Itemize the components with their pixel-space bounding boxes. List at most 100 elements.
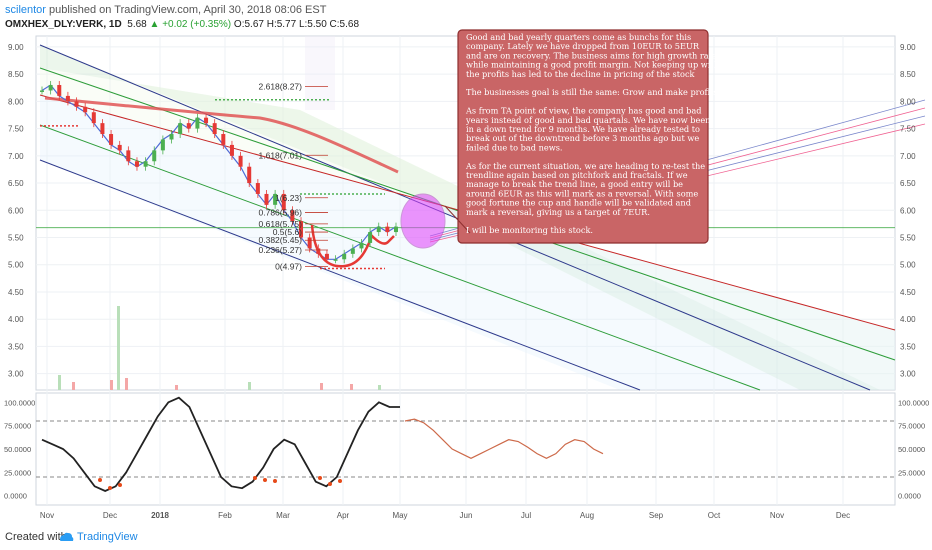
annotation-line: good fortune the cup and handle will be … (466, 198, 691, 208)
candle-body (91, 112, 96, 124)
y-tick-label-left: 3.00 (8, 370, 24, 379)
candle-body (307, 237, 312, 249)
candle-body (316, 248, 321, 254)
y-tick-label-right: 3.50 (900, 342, 916, 351)
volume-bar (175, 385, 178, 390)
x-tick-label: May (392, 511, 407, 520)
publish-info: published on TradingView.com, April 30, … (49, 4, 327, 16)
y-tick-label-right: 7.00 (900, 152, 916, 161)
oversold-marker (98, 478, 102, 482)
candle-body (134, 161, 139, 167)
volume-bar (125, 378, 128, 390)
candle-body (221, 134, 226, 145)
y-tick-label-left: 3.50 (8, 342, 24, 351)
candle-body (376, 226, 381, 233)
fib-level-label: 0.786(5.96) (259, 207, 303, 217)
candle-body (186, 123, 191, 129)
annotation-line: I will be monitoring this stock. (466, 225, 593, 235)
x-tick-label: 2018 (151, 511, 169, 520)
candle-body (238, 155, 243, 167)
x-tick-label: Jun (460, 511, 473, 520)
annotation-line: failed due to bad news. (466, 142, 563, 152)
candle-body (299, 221, 304, 238)
volume-bar (248, 382, 251, 390)
x-tick-label: Mar (276, 511, 290, 520)
candle-body (342, 253, 347, 260)
volume-bar (117, 306, 120, 390)
y-tick-label-right: 8.00 (900, 97, 916, 106)
annotation-line: break out of the downtrend before 3 mont… (466, 133, 699, 143)
annotation-line: the profits has led to the decline in pr… (466, 69, 696, 79)
volume-bars (58, 306, 381, 390)
annotation-line: and are on recovery. The business aims f… (466, 50, 717, 60)
y-tick-label-left: 4.50 (8, 288, 24, 297)
candle-body (57, 85, 62, 96)
candle-body (100, 123, 105, 135)
osc-tick-right: 50.0000 (898, 445, 925, 454)
candle-body (385, 226, 390, 233)
candle-body (273, 193, 278, 205)
y-tick-label-right: 5.50 (900, 234, 916, 243)
tradingview-brand[interactable]: TradingView (77, 531, 138, 543)
y-tick-label-left: 4.00 (8, 315, 24, 324)
pitchfork-line (39, 124, 761, 391)
annotation-line: Good and bad yearly quarters come as bun… (466, 32, 691, 42)
oversold-marker (108, 486, 112, 490)
annotation-line: As for the current situation, we are hea… (465, 161, 705, 171)
osc-tick-left: 100.0000 (4, 398, 35, 407)
tradingview-logo-icon (60, 532, 74, 541)
annotation-line: The businesses goal is still the same: G… (466, 87, 720, 97)
candle-body (229, 144, 234, 156)
annotation-note: Good and bad yearly quarters come as bun… (444, 29, 720, 244)
x-tick-label: Jul (521, 511, 531, 520)
candle-body (152, 150, 157, 162)
annotation-line: years instead of good and bad quartals. … (465, 115, 711, 125)
y-tick-label-left: 6.50 (8, 179, 24, 188)
y-tick-label-right: 3.00 (900, 370, 916, 379)
volume-bar (350, 384, 353, 390)
symbol-label: OMXHEX_DLY:VERK, 1D (5, 19, 122, 30)
y-tick-label-right: 7.50 (900, 125, 916, 134)
annotation-line: in a down trend for 9 months. We have al… (466, 124, 700, 134)
y-tick-label-right: 4.50 (900, 288, 916, 297)
x-tick-label: Nov (40, 511, 54, 520)
oscillator-series-line (404, 418, 604, 460)
candle-body (40, 90, 44, 92)
y-tick-label-left: 6.00 (8, 206, 24, 215)
osc-tick-left: 25.0000 (4, 468, 31, 477)
y-tick-label-left: 7.50 (8, 125, 24, 134)
footer: Created with TradingView (0, 528, 932, 550)
last-price: 5.68 (127, 19, 147, 30)
candle-body (255, 183, 260, 194)
candle-body (290, 210, 295, 222)
fib-level-label: 1(6.23) (275, 193, 302, 203)
osc-tick-right: 75.0000 (898, 422, 925, 431)
candle-body (109, 134, 114, 145)
candle-body (178, 123, 183, 135)
candle-body (117, 144, 122, 151)
created-with-label: Created with (5, 531, 67, 543)
fib-level-label: 0(4.97) (275, 261, 302, 271)
y-tick-label-right: 4.00 (900, 315, 916, 324)
x-tick-label: Dec (836, 511, 850, 520)
candle-body (333, 259, 338, 261)
candle-body (394, 226, 398, 233)
fib-level-label: 0.5(5.6) (273, 227, 302, 237)
price-chart[interactable]: 2.618(8.27) 1.618(7.01) 1(6.23) 0.786(5.96)… (0, 0, 932, 528)
author-link[interactable]: scilentor (5, 4, 46, 16)
annotation-line: company. Lately we have dropped from 10E… (466, 41, 700, 51)
annotation-line: mark a reversal, giving us a target of 7… (466, 207, 650, 217)
osc-tick-right: 100.0000 (898, 398, 929, 407)
volume-bar (110, 380, 113, 390)
candle-body (195, 117, 200, 129)
ohlc-values: O:5.67 H:5.77 L:5.50 C:5.68 (233, 19, 360, 30)
osc-tick-left: 50.0000 (4, 445, 31, 454)
y-tick-label-left: 5.00 (8, 261, 24, 270)
candle-body (169, 134, 174, 140)
annotation-pointer (444, 205, 471, 234)
y-tick-label-right: 9.00 (900, 43, 916, 52)
symbol-line: OMXHEX_DLY:VERK, 1D 5.68 ▲ +0.02 (+0.35%… (5, 19, 359, 30)
y-tick-label-left: 8.50 (8, 70, 24, 79)
cup-and-handle (310, 224, 395, 268)
oversold-marker (318, 476, 322, 480)
